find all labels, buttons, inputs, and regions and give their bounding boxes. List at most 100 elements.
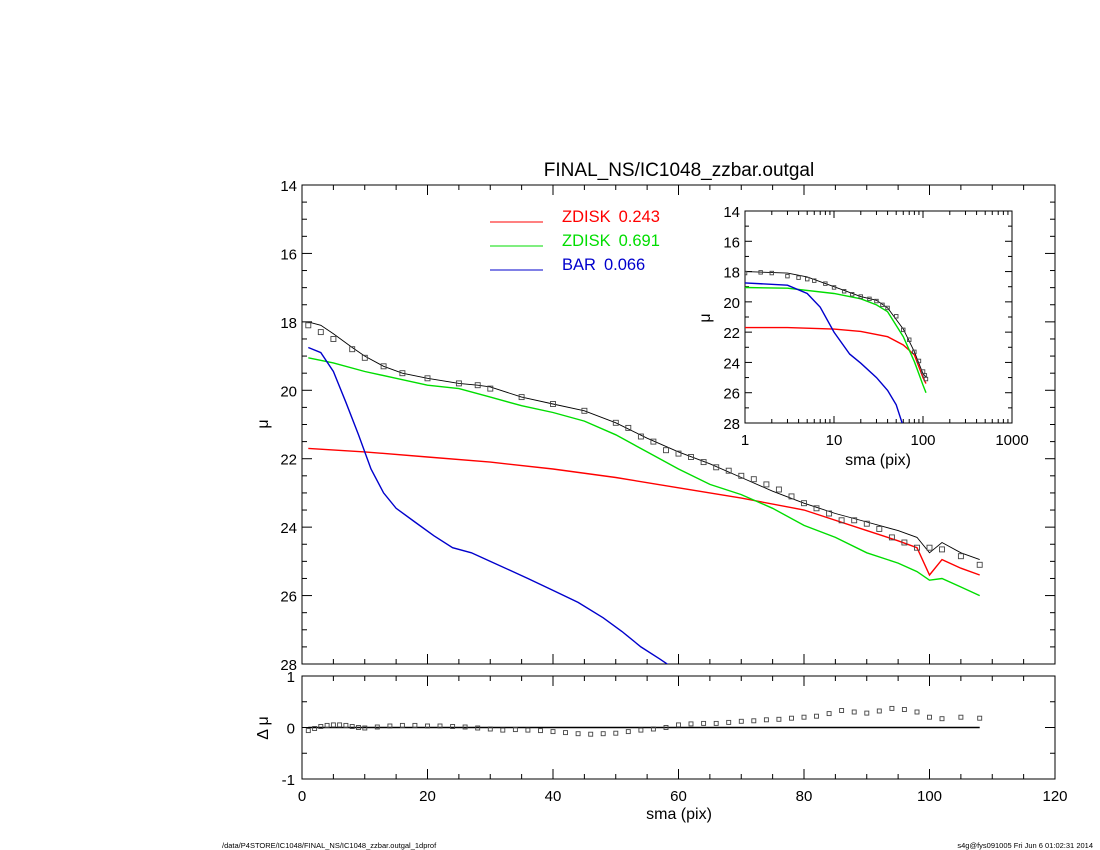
inset-y-tick-label: 24 <box>723 355 740 372</box>
residual-panel: Δ μ sma (pix) 10-10 20 40 60 80 100 120 <box>255 669 1068 823</box>
inset-x-tick-label: 100 <box>910 432 935 449</box>
inset-data-point <box>796 275 801 280</box>
main-data-point <box>650 438 657 445</box>
residual-x-tick-label: 20 <box>419 788 436 805</box>
main-data-point <box>863 520 870 527</box>
main-data-point <box>788 493 795 500</box>
residual-residual-point <box>701 720 707 726</box>
inset-data-point <box>894 314 899 319</box>
inset-data-point <box>907 337 912 342</box>
residual-residual-point <box>588 731 594 737</box>
inset-data-point <box>812 278 817 283</box>
residual-residual-point <box>663 725 669 730</box>
main-data-point <box>775 486 782 493</box>
main-y-tick-label: 16 <box>280 246 297 263</box>
legend-label-zdisk-1: ZDISK 0.243 <box>562 208 660 226</box>
inset-data-point <box>885 305 890 311</box>
residual-residual-point <box>625 729 631 735</box>
inset-y-tick-label: 22 <box>723 325 740 342</box>
inset-data-point <box>901 327 906 333</box>
main-data-point <box>926 544 933 551</box>
main-data-point <box>901 539 908 546</box>
main-data-point <box>399 370 406 377</box>
residual-x-tick-label: 120 <box>1042 788 1067 805</box>
inset-data-markers <box>745 270 929 382</box>
main-data-point <box>305 322 312 329</box>
residual-residual-point <box>538 728 543 734</box>
residual-y-tick-label: 0 <box>287 721 295 738</box>
inset-data-point <box>916 358 922 364</box>
main-data-point <box>957 553 964 560</box>
residual-residual-point <box>958 714 964 720</box>
residual-residual-point <box>776 716 782 722</box>
main-data-point <box>813 505 820 512</box>
main-data-point <box>424 375 431 382</box>
main-data-point <box>713 464 720 471</box>
main-data-point <box>612 419 619 426</box>
inset-data-point <box>745 270 748 276</box>
main-data-point <box>455 380 462 387</box>
residual-residual-point <box>876 708 882 714</box>
legend-label-bar: BAR 0.066 <box>562 256 645 274</box>
main-data-point <box>474 382 481 389</box>
inset-data-point <box>831 285 837 290</box>
main-data-point <box>581 407 588 414</box>
residual-residual-point <box>362 725 368 731</box>
main-data-point <box>851 517 858 524</box>
residual-residual-point <box>977 715 983 721</box>
main-total-line <box>308 321 980 561</box>
main-data-point <box>688 454 694 460</box>
inset-data-point <box>867 296 872 302</box>
residual-residual-point <box>901 707 907 712</box>
residual-x-tick-label: 60 <box>670 788 687 805</box>
residual-x-tick-label: 0 <box>298 788 306 805</box>
residual-residual-point <box>399 722 405 728</box>
residual-residual-point <box>374 724 380 730</box>
inset-x-tick-label: 1 <box>741 432 749 449</box>
residual-residual-point <box>613 730 619 736</box>
residual-residual-point <box>575 731 581 737</box>
residual-residual-point <box>349 724 355 729</box>
main-y-tick-label: 18 <box>280 315 297 332</box>
legend-label-zdisk-2: ZDISK 0.691 <box>562 232 660 250</box>
residual-residual-point <box>801 714 807 720</box>
main-data-point <box>487 385 494 392</box>
inset-data-point <box>805 276 810 282</box>
inset-y-tick-label: 18 <box>723 265 740 282</box>
residual-residual-point <box>356 725 361 730</box>
residual-residual-point <box>337 722 343 728</box>
main-data-point <box>725 467 732 474</box>
main-y-tick-label: 14 <box>280 178 297 195</box>
main-data-point <box>317 329 324 336</box>
residual-residual-point <box>563 730 568 736</box>
main-data-point <box>939 546 945 553</box>
main-data-point <box>330 336 337 342</box>
main-data-point <box>888 534 895 541</box>
residual-residual-point <box>450 724 456 729</box>
footer-file-path: /data/P4STORE/IC1048/FINAL_NS/IC1048_zzb… <box>222 841 437 850</box>
residual-residual-point <box>914 709 920 715</box>
inset-data-point <box>823 281 828 286</box>
main-data-point <box>625 424 632 431</box>
main-zdisk-0-243-line <box>308 447 980 577</box>
residual-residual-point <box>550 729 556 735</box>
main-data-point <box>663 447 669 454</box>
residual-residual-point <box>851 709 857 715</box>
main-data-point <box>361 354 368 361</box>
inset-plot-frame <box>744 210 1013 424</box>
main-data-point <box>738 472 745 479</box>
residual-residual-point <box>312 726 318 731</box>
main-data-point <box>838 517 845 524</box>
main-data-point <box>826 510 833 517</box>
residual-residual-point <box>318 724 324 729</box>
inset-zdisk-0-691-line <box>745 286 927 393</box>
main-data-point <box>750 476 757 483</box>
inset-data-point <box>858 294 863 299</box>
main-data-point <box>550 401 556 407</box>
residual-residual-point <box>475 725 481 731</box>
residual-residual-point <box>688 721 694 727</box>
main-data-point <box>518 394 525 401</box>
inset-data-point <box>785 273 790 279</box>
residual-residual-point <box>927 714 932 720</box>
main-data-point <box>700 459 707 466</box>
